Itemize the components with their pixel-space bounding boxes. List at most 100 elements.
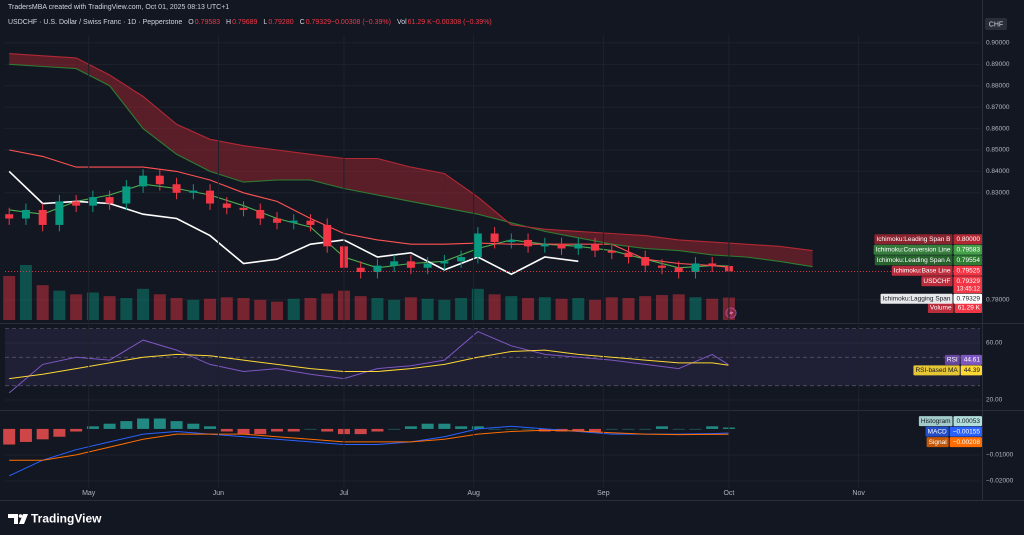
- histogram-bar: [86, 426, 99, 429]
- indicator-line: [9, 63, 813, 268]
- candle-body: [122, 186, 131, 204]
- label-name: Signal: [929, 439, 948, 446]
- histogram-bar: [36, 428, 49, 440]
- currency[interactable]: CHF: [989, 21, 1003, 28]
- candle-body: [306, 220, 315, 225]
- candle-body: [591, 244, 600, 251]
- x-tick-label: Nov: [852, 490, 865, 497]
- histogram-bar: [19, 428, 32, 442]
- price-label: −0.00155 MACD: [925, 426, 982, 437]
- volume-bar: [522, 298, 535, 320]
- cloud: [377, 158, 411, 202]
- label-name: Ichimoku:Lagging Span: [883, 295, 951, 302]
- cloud: [42, 55, 77, 69]
- label-value: −0.00155: [953, 428, 981, 435]
- y-tick-label: 0.89000: [986, 61, 1010, 68]
- volume-bar: [622, 298, 635, 320]
- price-label: 44.61 RSI: [944, 354, 982, 365]
- y-tick-label: 0.88000: [986, 82, 1010, 89]
- volume-bar: [70, 294, 83, 320]
- cloud: [410, 167, 445, 208]
- y-tick-label: 0.83000: [986, 190, 1010, 197]
- candle-body: [256, 209, 265, 219]
- histogram-bar: [53, 428, 66, 437]
- label-name-box: [921, 276, 953, 287]
- histogram-bar: [354, 428, 367, 435]
- volume-bar: [538, 297, 551, 320]
- label-name: Ichimoku:Leading Span A: [877, 257, 951, 264]
- quote-key: L: [263, 19, 267, 26]
- label-value: 44.61: [964, 357, 981, 364]
- label-value: 0.00053: [957, 418, 981, 425]
- y-tick-label: 60.00: [986, 340, 1003, 347]
- label-value: 0.79554: [957, 257, 981, 264]
- label-value-box: [953, 416, 982, 427]
- cloud: [76, 57, 110, 86]
- histogram-bar: [471, 426, 484, 429]
- histogram-bar: [488, 428, 501, 430]
- candle-body: [473, 233, 482, 258]
- indicator-line: [8, 331, 730, 394]
- x-tick-label: Jun: [213, 490, 224, 497]
- volume-value-box: [954, 303, 982, 313]
- quote-key: Vol: [397, 19, 407, 26]
- label-value: 0.80000: [957, 236, 981, 243]
- x-tick-label: Oct: [723, 490, 734, 497]
- candle-body: [5, 214, 14, 219]
- histogram-bar: [204, 426, 217, 429]
- label-value-box: [953, 244, 982, 255]
- volume-bar: [3, 276, 16, 320]
- y-tick-label: 0.84000: [986, 168, 1010, 175]
- histogram-bar: [304, 428, 317, 430]
- volume-bar: [36, 285, 49, 320]
- candle-body: [657, 265, 666, 268]
- cloud: [444, 173, 478, 215]
- volume-bar: [220, 297, 233, 320]
- quote-value: 0.79280: [268, 19, 293, 26]
- volume-bar: [270, 301, 283, 320]
- volume-bar: [304, 298, 317, 320]
- histogram-bar: [70, 428, 83, 432]
- candle-body: [239, 207, 248, 210]
- candle-body: [490, 233, 499, 243]
- volume-bar: [86, 292, 99, 320]
- volume-bar: [438, 299, 451, 320]
- volume-bar: [572, 298, 585, 320]
- label-value: 0.79583: [957, 246, 981, 253]
- volume-bar: [103, 296, 116, 320]
- y-tick-label: 0.85000: [986, 147, 1010, 154]
- histogram-bar: [237, 428, 250, 435]
- logo-mark: [19, 514, 28, 524]
- candle-body: [272, 218, 281, 223]
- label-value: 44.39: [964, 367, 981, 374]
- volume-bar: [187, 299, 200, 320]
- histogram-bar: [137, 418, 150, 429]
- quote-key: C: [300, 19, 305, 26]
- candle-body: [440, 261, 449, 264]
- candle-body: [55, 201, 64, 225]
- quote-value: 0.79583: [195, 19, 220, 26]
- volume-bar: [605, 297, 618, 320]
- histogram-bar: [706, 426, 719, 429]
- histogram-bar: [321, 428, 334, 432]
- currency-button[interactable]: [985, 18, 1007, 30]
- label-value: −0.00208: [953, 439, 981, 446]
- cloud: [143, 96, 177, 155]
- candle-body: [172, 184, 181, 193]
- volume-bar: [53, 290, 66, 320]
- lightning-icon: [729, 309, 734, 317]
- candle-body: [88, 197, 97, 206]
- label-name-box: [918, 416, 953, 427]
- candle-body: [289, 220, 298, 223]
- histogram-bar: [287, 428, 300, 432]
- quote-value: −0.00308 (−0.39%): [432, 19, 492, 26]
- label-name: Ichimoku:Base Line: [894, 267, 951, 274]
- histogram-bar: [572, 428, 585, 432]
- price-label: 0.79583 Ichimoku:Conversion Line: [873, 244, 982, 255]
- histogram-bar: [187, 423, 200, 429]
- candle-body: [624, 252, 633, 258]
- histogram-bar: [371, 428, 384, 432]
- quote-value: 61.29 K: [408, 19, 432, 26]
- label-value-box: [960, 365, 982, 376]
